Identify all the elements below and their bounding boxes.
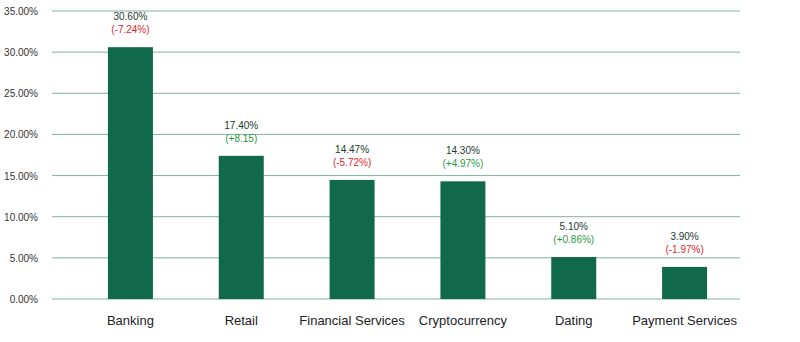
bar [330, 180, 375, 299]
change-label: (+8.15) [225, 133, 257, 144]
y-tick-label: 10.00% [4, 212, 38, 223]
x-tick-label: Banking [107, 313, 154, 328]
data-label: 17.40% [224, 120, 258, 131]
grid-line [52, 175, 740, 176]
y-tick-label: 0.00% [10, 294, 38, 305]
x-tick-label: Payment Services [632, 313, 737, 328]
y-tick-label: 5.00% [10, 253, 38, 264]
grid-line [52, 93, 740, 94]
change-label: (+0.86%) [553, 234, 594, 245]
x-tick-label: Retail [225, 313, 258, 328]
y-tick-label: 15.00% [4, 171, 38, 182]
y-tick-label: 35.00% [4, 6, 38, 17]
bar [108, 47, 153, 299]
data-label: 3.90% [670, 231, 698, 242]
change-label: (-5.72%) [333, 157, 371, 168]
change-label: (-1.97%) [665, 244, 703, 255]
x-tick-label: Dating [555, 313, 593, 328]
grid-line [52, 134, 740, 135]
change-label: (+4.97%) [442, 158, 483, 169]
chart-svg: 0.00% 5.00% 10.00% 15.00% 20.00% 25.00% 30.00%… [0, 0, 800, 342]
bar [551, 257, 596, 299]
y-tick-label: 20.00% [4, 129, 38, 140]
bar [662, 267, 707, 299]
grid-line [52, 216, 740, 217]
data-label: 14.30% [446, 145, 480, 156]
change-label: (-7.24%) [111, 24, 149, 35]
y-tick-label: 30.00% [4, 47, 38, 58]
data-label: 14.47% [335, 144, 369, 155]
grid [52, 11, 740, 299]
y-tick-label: 25.00% [4, 88, 38, 99]
grid-line [52, 11, 740, 12]
x-tick-label: Cryptocurrency [419, 313, 508, 328]
chart-container: 0.00% 5.00% 10.00% 15.00% 20.00% 25.00% 30.00%… [0, 0, 800, 342]
bar [219, 156, 264, 299]
grid-line [52, 299, 740, 300]
grid-line [52, 257, 740, 258]
bar [440, 181, 485, 299]
bars [108, 47, 707, 299]
data-label: 30.60% [113, 11, 147, 22]
x-tick-label: Financial Services [299, 313, 405, 328]
data-label: 5.10% [560, 221, 588, 232]
grid-line [52, 52, 740, 53]
